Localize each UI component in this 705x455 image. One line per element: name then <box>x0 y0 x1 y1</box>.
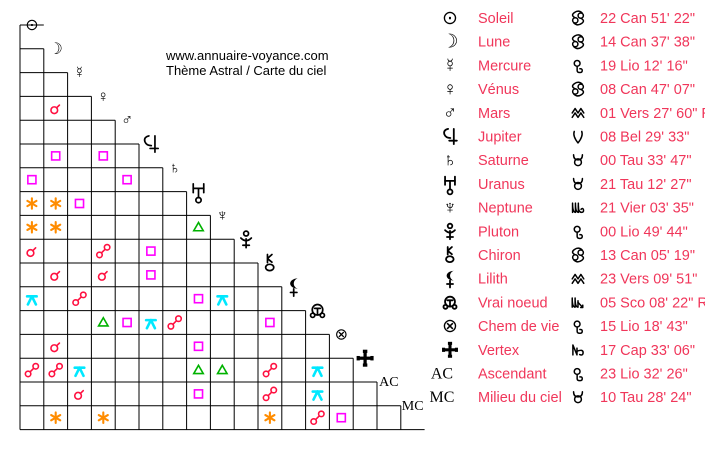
svg-text:05 Sco 08' 22" R: 05 Sco 08' 22" R <box>600 295 705 311</box>
svg-text:10 Tau 28' 24": 10 Tau 28' 24" <box>600 390 692 406</box>
svg-text:Mars: Mars <box>478 106 510 122</box>
svg-text:Soleil: Soleil <box>478 11 513 27</box>
svg-text:08 Can 47' 07": 08 Can 47' 07" <box>600 82 695 98</box>
svg-text:Pluton: Pluton <box>478 224 519 240</box>
svg-text:Uranus: Uranus <box>478 177 525 193</box>
svg-text:Neptune: Neptune <box>478 201 533 217</box>
svg-text:01 Vers 27' 60" R: 01 Vers 27' 60" R <box>600 106 705 122</box>
svg-text:Thème Astral / Carte du ciel: Thème Astral / Carte du ciel <box>166 63 327 78</box>
svg-text:13 Can 05' 19": 13 Can 05' 19" <box>600 248 695 264</box>
svg-text:www.annuaire-voyance.com: www.annuaire-voyance.com <box>165 48 329 63</box>
svg-text:Milieu du ciel: Milieu du ciel <box>478 390 562 406</box>
svg-text:Vénus: Vénus <box>478 82 519 98</box>
svg-text:⊙: ⊙ <box>25 17 38 34</box>
svg-text:⊙: ⊙ <box>442 8 458 29</box>
svg-text:Ascendant: Ascendant <box>478 367 547 383</box>
svg-text:00 Tau 33' 47": 00 Tau 33' 47" <box>600 153 692 169</box>
svg-text:21 Vier 03' 35": 21 Vier 03' 35" <box>600 201 694 217</box>
svg-text:⊗: ⊗ <box>335 326 348 343</box>
svg-text:Lune: Lune <box>478 35 510 51</box>
svg-text:☽: ☽ <box>49 41 63 58</box>
svg-text:Vertex: Vertex <box>478 343 520 359</box>
svg-text:08 Bel 29' 33": 08 Bel 29' 33" <box>600 130 689 146</box>
svg-text:AC: AC <box>379 375 398 390</box>
svg-text:♄: ♄ <box>443 150 457 171</box>
svg-text:22 Can 51' 22": 22 Can 51' 22" <box>600 11 695 27</box>
svg-text:Chiron: Chiron <box>478 248 521 264</box>
svg-text:14 Can 37' 38": 14 Can 37' 38" <box>600 35 695 51</box>
svg-text:23 Lio 32' 26": 23 Lio 32' 26" <box>600 367 688 383</box>
svg-text:MC: MC <box>430 389 455 406</box>
svg-text:☽: ☽ <box>441 32 458 53</box>
svg-text:♄: ♄ <box>169 160 181 177</box>
svg-text:Jupiter: Jupiter <box>478 130 522 146</box>
svg-text:15 Lio 18' 43": 15 Lio 18' 43" <box>600 319 688 335</box>
svg-text:☿: ☿ <box>443 55 457 76</box>
svg-text:21 Tau 12' 27": 21 Tau 12' 27" <box>600 177 692 193</box>
svg-text:MC: MC <box>402 399 424 414</box>
svg-text:00 Lio 49' 44": 00 Lio 49' 44" <box>600 224 688 240</box>
svg-text:AC: AC <box>431 366 453 383</box>
svg-text:Vrai noeud: Vrai noeud <box>478 295 548 311</box>
svg-text:23 Vers 09' 51": 23 Vers 09' 51" <box>600 272 697 288</box>
svg-text:⊗: ⊗ <box>442 316 458 337</box>
svg-text:♀: ♀ <box>97 88 109 105</box>
svg-text:Mercure: Mercure <box>478 58 531 74</box>
svg-text:19 Lio 12' 16": 19 Lio 12' 16" <box>600 58 688 74</box>
svg-text:Lilith: Lilith <box>478 272 508 288</box>
svg-text:♂: ♂ <box>121 112 133 129</box>
svg-text:♆: ♆ <box>216 207 228 224</box>
svg-text:Saturne: Saturne <box>478 153 529 169</box>
svg-text:♀: ♀ <box>443 79 457 100</box>
svg-text:♂: ♂ <box>443 103 457 124</box>
svg-text:☿: ☿ <box>74 65 86 82</box>
svg-text:17 Cap 33' 06": 17 Cap 33' 06" <box>600 343 695 359</box>
svg-text:Chem de vie: Chem de vie <box>478 319 559 335</box>
svg-text:♆: ♆ <box>443 198 457 219</box>
